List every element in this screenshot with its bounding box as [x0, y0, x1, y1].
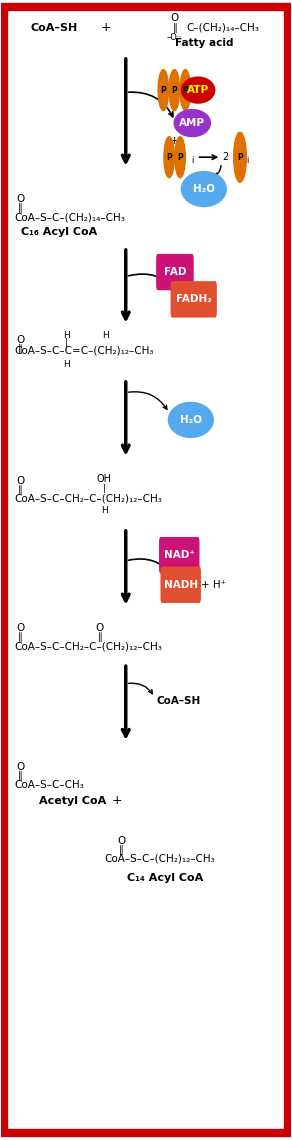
- FancyBboxPatch shape: [156, 254, 194, 291]
- Text: H: H: [102, 332, 109, 340]
- Text: H: H: [101, 506, 107, 515]
- Text: C₁₄ Acyl CoA: C₁₄ Acyl CoA: [127, 873, 203, 884]
- Text: OH: OH: [97, 474, 112, 484]
- Circle shape: [175, 137, 185, 178]
- Text: Acetyl CoA: Acetyl CoA: [39, 796, 106, 806]
- Circle shape: [169, 70, 180, 111]
- Text: 2: 2: [223, 152, 229, 162]
- Text: P: P: [171, 86, 177, 95]
- FancyBboxPatch shape: [159, 537, 199, 573]
- FancyBboxPatch shape: [171, 282, 217, 318]
- Text: +: +: [112, 795, 122, 807]
- Text: O: O: [16, 194, 24, 204]
- Text: +: +: [170, 137, 180, 146]
- Text: O: O: [117, 836, 126, 846]
- Text: FAD: FAD: [164, 267, 186, 277]
- Text: P: P: [177, 153, 183, 162]
- Ellipse shape: [168, 401, 214, 438]
- Text: FADH₂: FADH₂: [176, 294, 212, 304]
- Text: ∥: ∥: [18, 344, 22, 355]
- Text: i: i: [247, 156, 249, 165]
- Circle shape: [180, 70, 191, 111]
- Text: ∥: ∥: [18, 771, 22, 781]
- Text: Fatty acid: Fatty acid: [175, 39, 233, 49]
- Ellipse shape: [173, 108, 211, 137]
- Ellipse shape: [181, 76, 215, 104]
- Text: CoA–S–C–(CH₂)₁₂–CH₃: CoA–S–C–(CH₂)₁₂–CH₃: [104, 854, 215, 864]
- Text: O: O: [16, 762, 24, 772]
- Text: + H⁺: + H⁺: [201, 580, 226, 589]
- Ellipse shape: [181, 171, 227, 207]
- Text: H₂O: H₂O: [180, 415, 202, 425]
- Text: CoA–S–C–CH₃: CoA–S–C–CH₃: [14, 780, 84, 790]
- Text: |: |: [102, 483, 106, 492]
- Text: |: |: [65, 339, 68, 347]
- Text: O: O: [171, 14, 179, 24]
- Text: O: O: [16, 477, 24, 487]
- Text: ∥: ∥: [119, 845, 124, 855]
- Text: +: +: [100, 21, 111, 34]
- Text: NADH: NADH: [164, 580, 198, 589]
- Text: O: O: [16, 622, 24, 633]
- Text: C₁₆ Acyl CoA: C₁₆ Acyl CoA: [21, 227, 97, 237]
- Text: H: H: [63, 332, 70, 340]
- Text: H: H: [63, 359, 70, 368]
- Text: P: P: [166, 153, 172, 162]
- Text: ∥: ∥: [97, 632, 102, 642]
- Circle shape: [158, 70, 168, 111]
- Text: O: O: [16, 335, 24, 345]
- Text: CoA–S–C–C=C–(CH₂)₁₂–CH₃: CoA–S–C–C=C–(CH₂)₁₂–CH₃: [14, 345, 154, 356]
- Text: P: P: [161, 86, 166, 95]
- Text: CoA–S–C–CH₂–C–(CH₂)₁₂–CH₃: CoA–S–C–CH₂–C–(CH₂)₁₂–CH₃: [14, 494, 162, 504]
- Text: CoA–S–C–CH₂–C–(CH₂)₁₂–CH₃: CoA–S–C–CH₂–C–(CH₂)₁₂–CH₃: [14, 641, 162, 651]
- Text: –O⁻: –O⁻: [166, 33, 182, 42]
- Text: CoA–S–C–(CH₂)₁₄–CH₃: CoA–S–C–(CH₂)₁₄–CH₃: [14, 212, 125, 222]
- Text: ATP: ATP: [187, 86, 209, 95]
- Text: ∥: ∥: [173, 23, 177, 33]
- Text: O: O: [95, 622, 104, 633]
- Circle shape: [234, 132, 246, 182]
- Text: NAD⁺: NAD⁺: [164, 551, 195, 560]
- Text: i: i: [191, 156, 193, 165]
- Text: P: P: [237, 153, 243, 162]
- Text: CoA–SH: CoA–SH: [156, 695, 200, 706]
- Text: ∥: ∥: [18, 632, 22, 642]
- Text: ∥: ∥: [18, 203, 22, 213]
- Text: CoA–SH: CoA–SH: [30, 23, 78, 33]
- Circle shape: [164, 137, 174, 178]
- FancyBboxPatch shape: [161, 567, 201, 603]
- Text: AMP: AMP: [179, 119, 205, 128]
- Text: ∥: ∥: [18, 486, 22, 496]
- Text: C–(CH₂)₁₄–CH₃: C–(CH₂)₁₄–CH₃: [187, 23, 259, 33]
- Text: H₂O: H₂O: [193, 184, 215, 194]
- Text: P: P: [182, 86, 188, 95]
